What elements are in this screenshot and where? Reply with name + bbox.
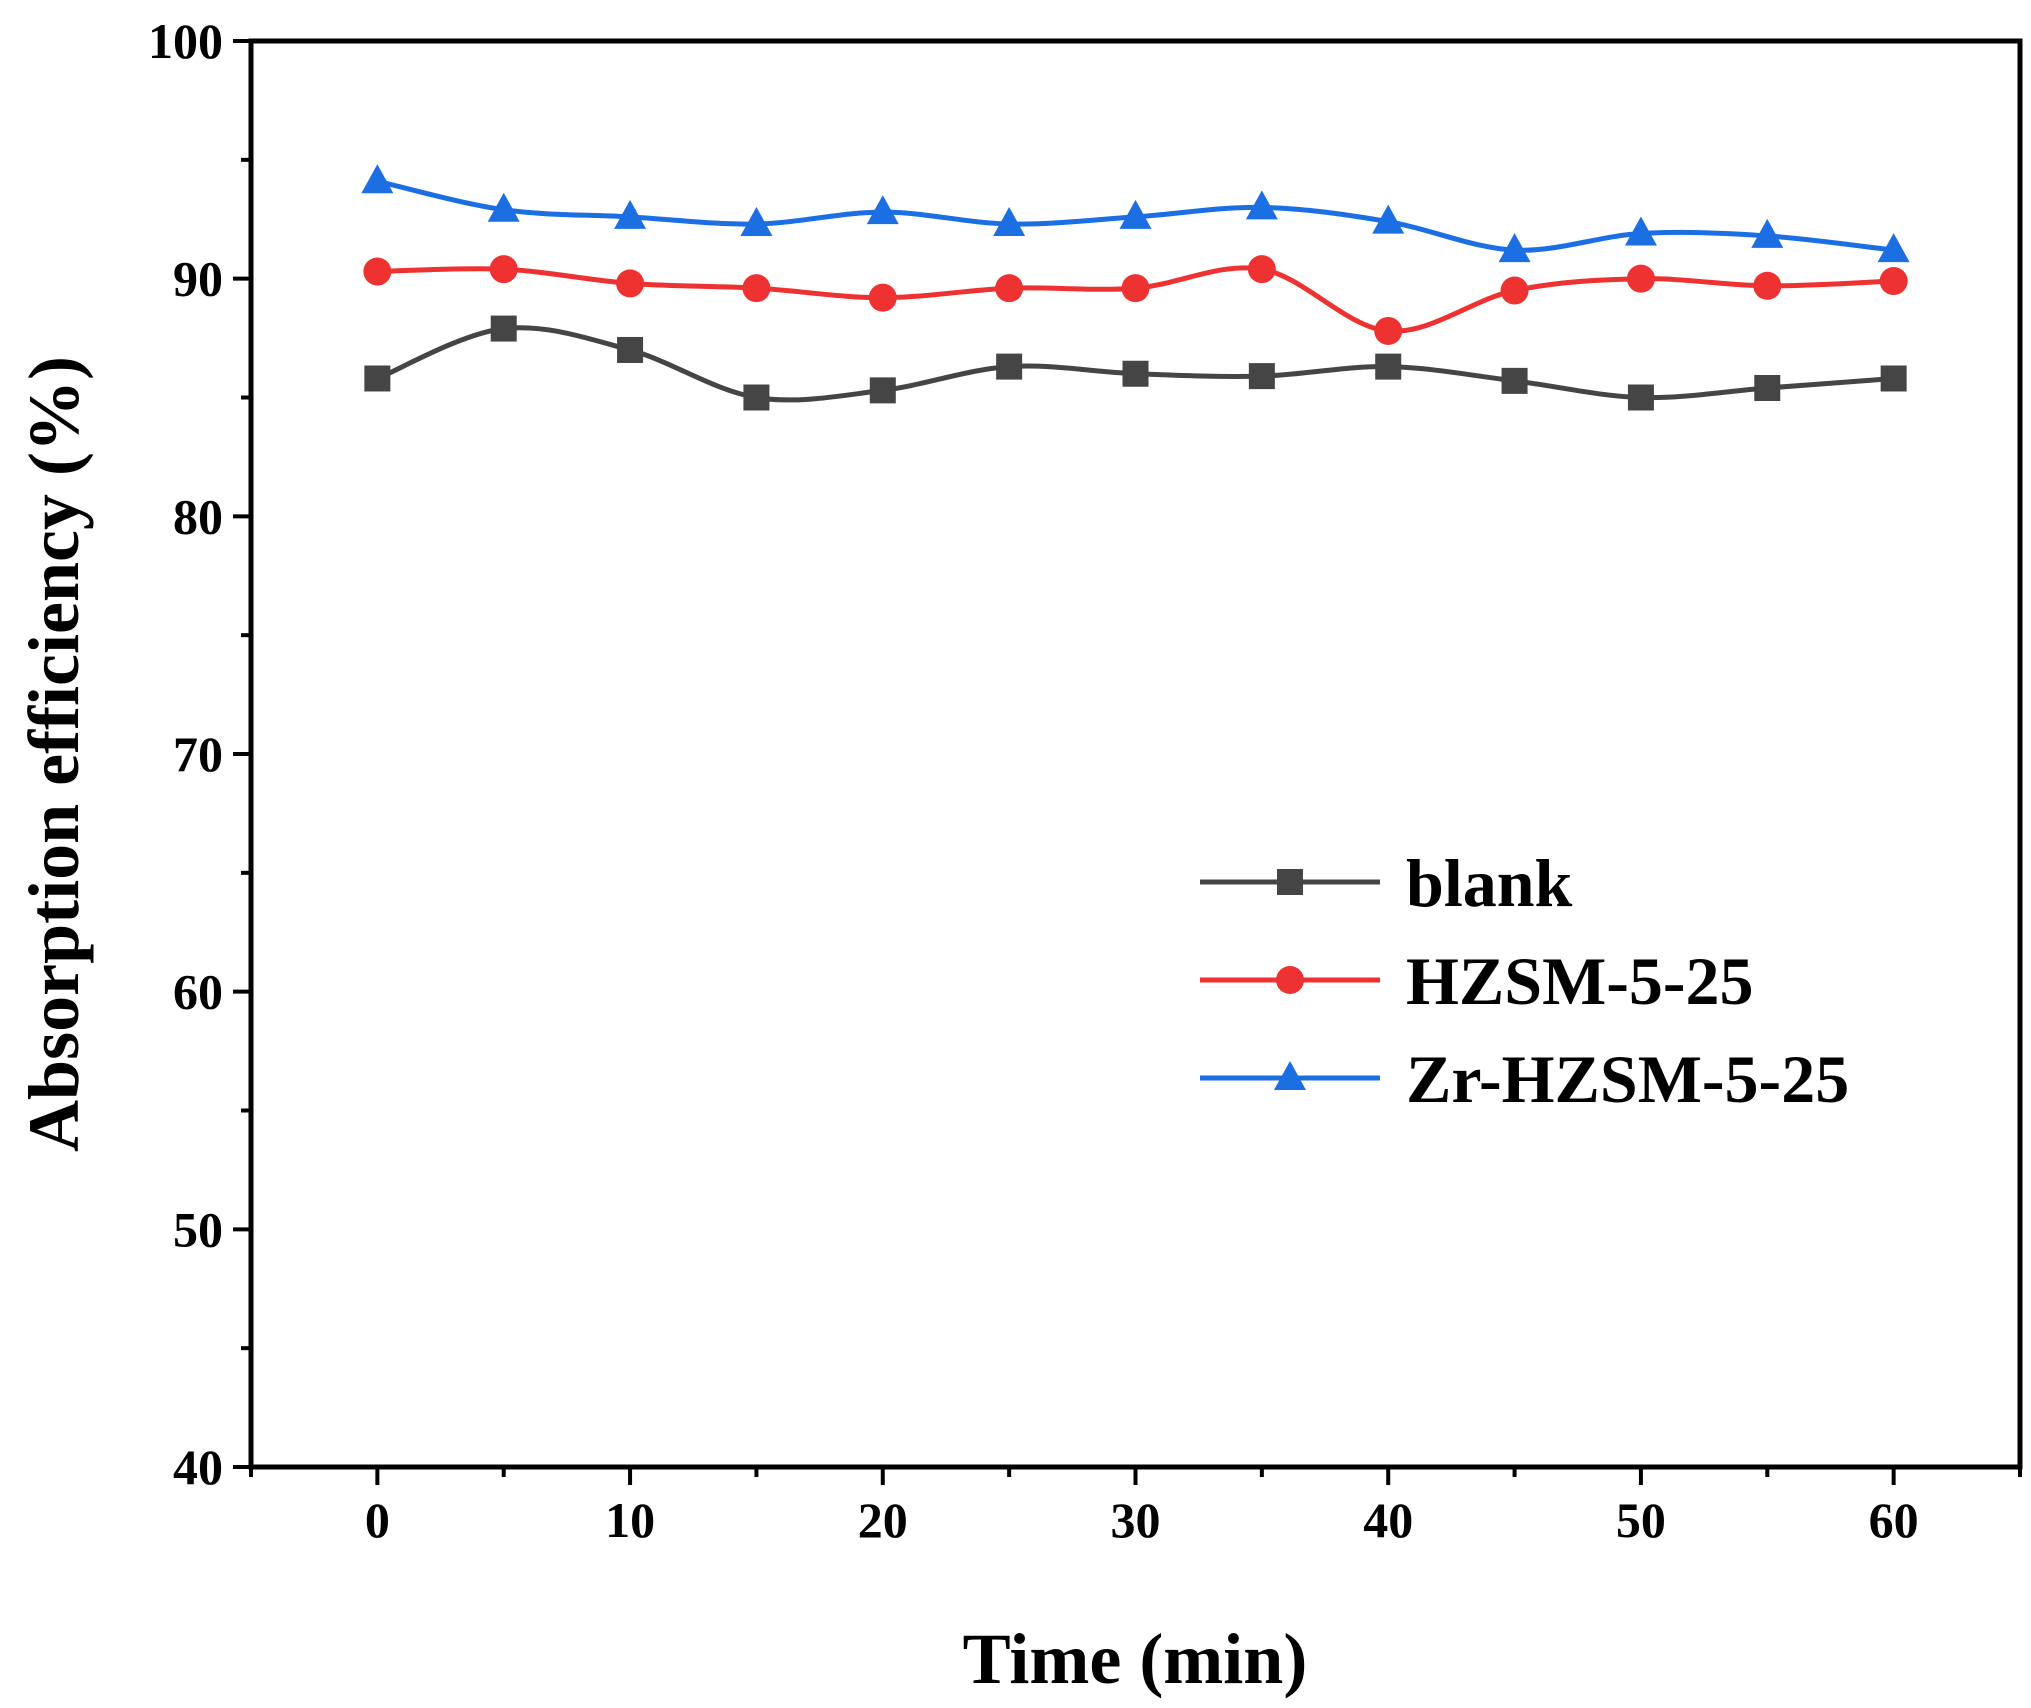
legend-marker-zr-hzsm-5-25 bbox=[1274, 1061, 1306, 1090]
legend-item-hzsm-5-25: HZSM-5-25 bbox=[1200, 943, 1754, 1019]
y-tick-label: 70 bbox=[173, 726, 223, 782]
series-hzsm-5-25 bbox=[363, 255, 1908, 345]
data-point-zr-hzsm-5-25 bbox=[740, 207, 773, 237]
data-point-blank bbox=[1754, 374, 1781, 401]
x-tick-label: 30 bbox=[1111, 1492, 1161, 1548]
data-point-hzsm-5-25 bbox=[616, 269, 645, 298]
legend-label-blank: blank bbox=[1406, 845, 1573, 921]
data-point-zr-hzsm-5-25 bbox=[1372, 204, 1405, 234]
data-point-zr-hzsm-5-25 bbox=[487, 192, 520, 222]
data-point-hzsm-5-25 bbox=[742, 274, 771, 303]
data-point-hzsm-5-25 bbox=[1626, 264, 1655, 293]
data-point-zr-hzsm-5-25 bbox=[866, 195, 899, 225]
data-point-blank bbox=[743, 384, 770, 411]
data-point-hzsm-5-25 bbox=[1500, 276, 1529, 305]
axis-tick-labels: 0 10 20 30 40 50 60 40 50 60 70 80 90 100 bbox=[148, 13, 1919, 1548]
x-tick-label: 40 bbox=[1363, 1492, 1413, 1548]
data-point-zr-hzsm-5-25 bbox=[1877, 233, 1910, 263]
data-point-blank bbox=[1627, 384, 1654, 411]
data-point-hzsm-5-25 bbox=[1247, 255, 1276, 284]
x-tick-label: 10 bbox=[605, 1492, 655, 1548]
x-axis-title: Time (min) bbox=[963, 1619, 1308, 1699]
data-point-blank bbox=[364, 365, 391, 392]
y-tick-label: 60 bbox=[173, 964, 223, 1020]
data-point-zr-hzsm-5-25 bbox=[1245, 190, 1278, 220]
series-blank bbox=[364, 315, 1907, 411]
x-tick-label: 50 bbox=[1616, 1492, 1666, 1548]
data-point-zr-hzsm-5-25 bbox=[614, 199, 647, 229]
y-tick-label: 90 bbox=[173, 251, 223, 307]
series-zr-hzsm-5-25 bbox=[361, 164, 1910, 263]
data-point-hzsm-5-25 bbox=[1753, 271, 1782, 300]
data-point-blank bbox=[617, 336, 644, 363]
y-tick-label: 100 bbox=[148, 13, 223, 69]
legend-marker-blank bbox=[1277, 869, 1303, 895]
data-point-zr-hzsm-5-25 bbox=[1751, 218, 1784, 248]
data-point-blank bbox=[1501, 367, 1528, 394]
data-point-blank bbox=[1375, 353, 1402, 380]
y-tick-label: 80 bbox=[173, 488, 223, 544]
x-tick-label: 20 bbox=[858, 1492, 908, 1548]
data-point-zr-hzsm-5-25 bbox=[1498, 233, 1531, 263]
x-tick-label: 60 bbox=[1869, 1492, 1919, 1548]
y-tick-label: 40 bbox=[173, 1439, 223, 1495]
series-layer bbox=[361, 164, 1910, 411]
data-point-zr-hzsm-5-25 bbox=[1624, 216, 1657, 246]
data-point-hzsm-5-25 bbox=[1121, 274, 1150, 303]
data-point-hzsm-5-25 bbox=[1879, 267, 1908, 296]
data-point-blank bbox=[996, 353, 1023, 380]
data-point-blank bbox=[490, 315, 517, 342]
data-point-zr-hzsm-5-25 bbox=[993, 207, 1026, 237]
data-point-blank bbox=[1122, 360, 1149, 387]
data-point-zr-hzsm-5-25 bbox=[1119, 199, 1152, 229]
legend-item-blank: blank bbox=[1200, 845, 1573, 921]
legend-label-zr-hzsm-5-25: Zr-HZSM-5-25 bbox=[1406, 1041, 1849, 1117]
data-point-hzsm-5-25 bbox=[489, 255, 518, 284]
y-tick-label: 50 bbox=[173, 1201, 223, 1257]
x-tick-label: 0 bbox=[365, 1492, 390, 1548]
legend-item-zr-hzsm-5-25: Zr-HZSM-5-25 bbox=[1200, 1041, 1849, 1117]
data-point-hzsm-5-25 bbox=[868, 283, 897, 312]
legend-marker-hzsm-5-25 bbox=[1276, 966, 1304, 994]
legend: blank HZSM-5-25 Zr-HZSM-5-25 bbox=[1200, 845, 1849, 1117]
data-point-hzsm-5-25 bbox=[363, 257, 392, 286]
data-point-blank bbox=[869, 377, 896, 404]
data-point-blank bbox=[1880, 365, 1907, 392]
plot-frame bbox=[248, 38, 2023, 1470]
data-point-hzsm-5-25 bbox=[1374, 316, 1403, 345]
y-axis-title: Absorption efficiency (%) bbox=[14, 356, 94, 1152]
axis-ticks bbox=[233, 39, 2022, 1485]
legend-label-hzsm-5-25: HZSM-5-25 bbox=[1406, 943, 1754, 1019]
data-point-zr-hzsm-5-25 bbox=[361, 164, 394, 194]
data-point-hzsm-5-25 bbox=[995, 274, 1024, 303]
data-point-blank bbox=[1248, 363, 1275, 390]
